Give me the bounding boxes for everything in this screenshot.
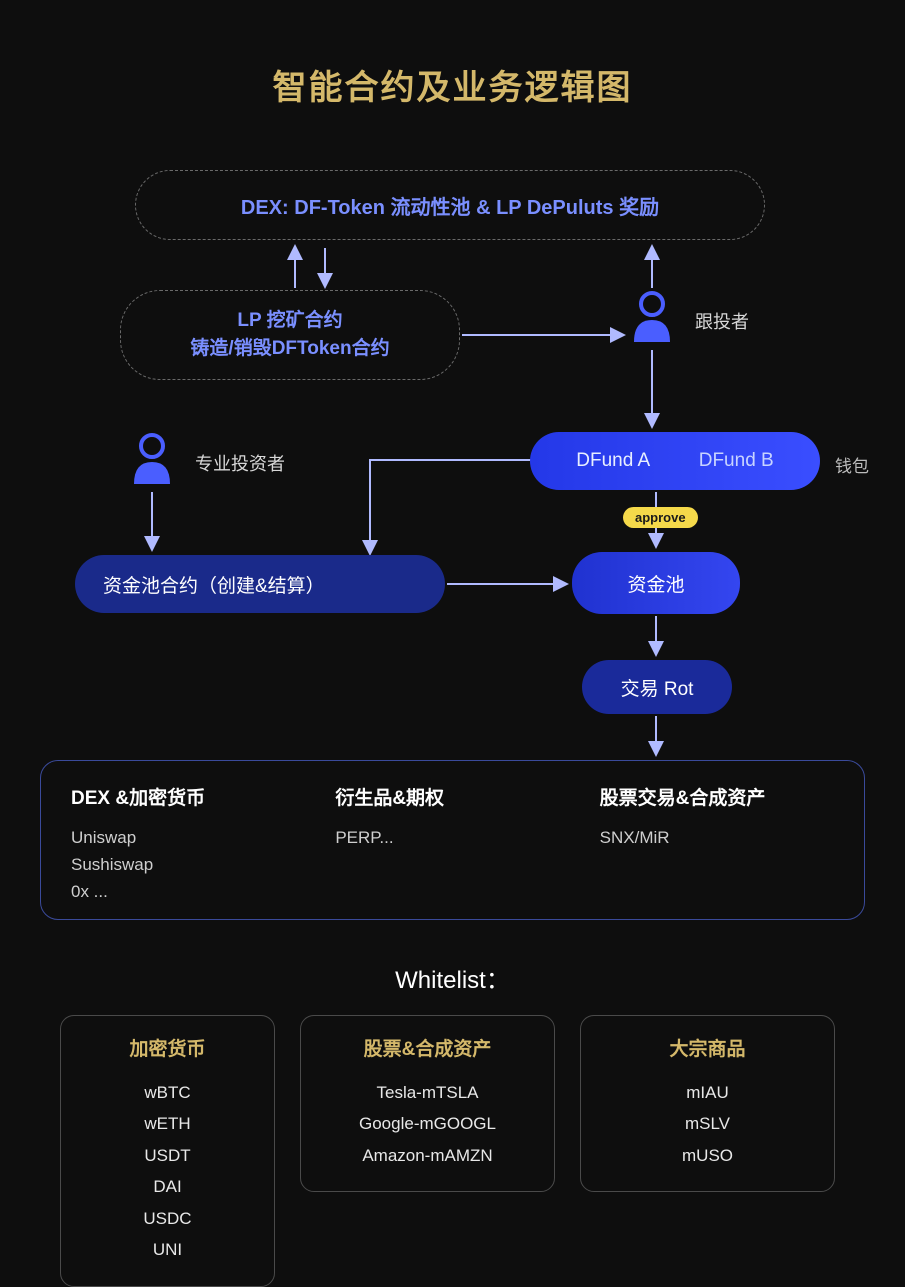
list-item: wBTC bbox=[71, 1077, 264, 1108]
node-lp-contract: LP 挖矿合约 铸造/销毁DFToken合约 bbox=[120, 290, 460, 380]
list-item: USDC bbox=[71, 1203, 264, 1234]
whitelist-commodities-title: 大宗商品 bbox=[591, 1034, 824, 1061]
whitelist-stocks-title: 股票&合成资产 bbox=[311, 1034, 544, 1061]
platform-col-dex-body: Uniswap Sushiswap 0x ... bbox=[71, 824, 305, 906]
node-fund-pool: 资金池 bbox=[572, 552, 740, 614]
list-item: mUSO bbox=[591, 1140, 824, 1171]
whitelist-stocks-list: Tesla-mTSLAGoogle-mGOOGLAmazon-mAMZN bbox=[311, 1077, 544, 1171]
platform-col-dex-title: DEX &加密货币 bbox=[71, 783, 305, 810]
platform-col-stocks-title: 股票交易&合成资产 bbox=[600, 783, 834, 810]
whitelist-crypto: 加密货币 wBTCwETHUSDTDAIUSDCUNI bbox=[60, 1015, 275, 1287]
trade-rot-label: 交易 Rot bbox=[621, 674, 694, 701]
platform-col-dex: DEX &加密货币 Uniswap Sushiswap 0x ... bbox=[71, 783, 305, 901]
whitelist-stocks: 股票&合成资产 Tesla-mTSLAGoogle-mGOOGLAmazon-m… bbox=[300, 1015, 555, 1192]
list-item: wETH bbox=[71, 1108, 264, 1139]
list-item: DAI bbox=[71, 1171, 264, 1202]
wallet-label: 钱包 bbox=[835, 452, 869, 477]
platform-col-deriv-body: PERP... bbox=[335, 824, 569, 851]
list-item: USDT bbox=[71, 1140, 264, 1171]
whitelist-commodities-list: mIAUmSLVmUSO bbox=[591, 1077, 824, 1171]
list-item: mIAU bbox=[591, 1077, 824, 1108]
list-item: Tesla-mTSLA bbox=[311, 1077, 544, 1108]
list-item: UNI bbox=[71, 1234, 264, 1265]
dfund-a-label: DFund A bbox=[576, 450, 650, 472]
whitelist-heading: Whitelist： bbox=[0, 960, 905, 995]
node-dfund-wallet: DFund A DFund B bbox=[530, 432, 820, 490]
platform-col-stocks: 股票交易&合成资产 SNX/MiR bbox=[600, 783, 834, 901]
investor-icon bbox=[130, 432, 174, 486]
node-lp-line2: 铸造/销毁DFToken合约 bbox=[190, 335, 389, 364]
whitelist-commodities: 大宗商品 mIAUmSLVmUSO bbox=[580, 1015, 835, 1192]
whitelist-crypto-list: wBTCwETHUSDTDAIUSDCUNI bbox=[71, 1077, 264, 1266]
follower-label: 跟投者 bbox=[695, 308, 749, 334]
follower-icon bbox=[630, 290, 674, 344]
node-dex-pool-label: DEX: DF-Token 流动性池 & LP DePuluts 奖励 bbox=[241, 191, 659, 220]
whitelist-crypto-title: 加密货币 bbox=[71, 1034, 264, 1061]
node-trade-rot: 交易 Rot bbox=[582, 660, 732, 714]
dfund-b-label: DFund B bbox=[699, 450, 774, 472]
node-lp-line1: LP 挖矿合约 bbox=[237, 307, 342, 336]
trading-platforms-panel: DEX &加密货币 Uniswap Sushiswap 0x ... 衍生品&期… bbox=[40, 760, 865, 920]
fund-pool-label: 资金池 bbox=[627, 570, 684, 597]
node-dex-pool: DEX: DF-Token 流动性池 & LP DePuluts 奖励 bbox=[135, 170, 765, 240]
list-item: Amazon-mAMZN bbox=[311, 1140, 544, 1171]
pool-contract-label: 资金池合约（创建&结算） bbox=[103, 571, 325, 598]
list-item: mSLV bbox=[591, 1108, 824, 1139]
platform-col-stocks-body: SNX/MiR bbox=[600, 824, 834, 851]
node-pool-contract: 资金池合约（创建&结算） bbox=[75, 555, 445, 613]
list-item: Google-mGOOGL bbox=[311, 1108, 544, 1139]
investor-label: 专业投资者 bbox=[195, 450, 285, 476]
approve-badge: approve bbox=[623, 507, 698, 528]
platform-col-deriv-title: 衍生品&期权 bbox=[335, 783, 569, 810]
diagram-title: 智能合约及业务逻辑图 bbox=[0, 60, 905, 109]
platform-col-deriv: 衍生品&期权 PERP... bbox=[335, 783, 569, 901]
